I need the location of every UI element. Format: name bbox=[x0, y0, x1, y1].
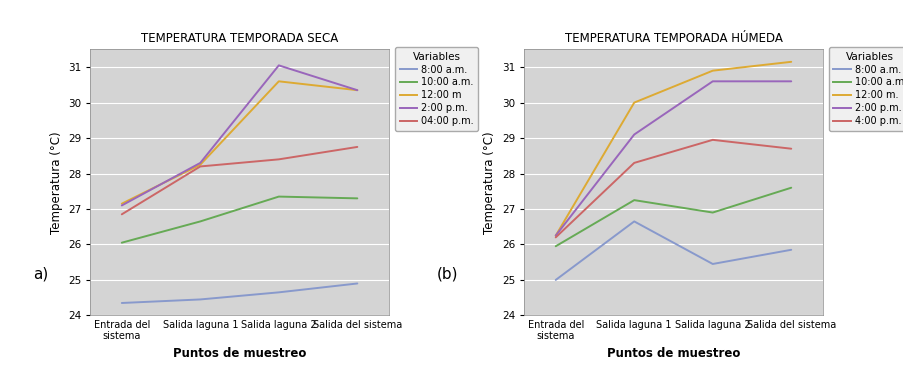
Text: (b): (b) bbox=[436, 266, 458, 281]
Text: a): a) bbox=[33, 266, 48, 281]
Y-axis label: Temperatura (°C): Temperatura (°C) bbox=[483, 131, 496, 234]
Legend: 8:00 a.m., 10:00 a.m., 12:00 m., 2:00 p.m., 4:00 p.m.: 8:00 a.m., 10:00 a.m., 12:00 m., 2:00 p.… bbox=[828, 47, 903, 131]
X-axis label: Puntos de muestreo: Puntos de muestreo bbox=[172, 347, 306, 360]
X-axis label: Puntos de muestreo: Puntos de muestreo bbox=[606, 347, 740, 360]
Title: TEMPERATURA TEMPORADA HÚMEDA: TEMPERATURA TEMPORADA HÚMEDA bbox=[563, 32, 782, 46]
Y-axis label: Temperatura (°C): Temperatura (°C) bbox=[50, 131, 62, 234]
Legend: 8:00 a.m., 10:00 a.m., 12:00 m, 2:00 p.m., 04:00 p.m.: 8:00 a.m., 10:00 a.m., 12:00 m, 2:00 p.m… bbox=[395, 47, 478, 131]
Title: TEMPERATURA TEMPORADA SECA: TEMPERATURA TEMPORADA SECA bbox=[141, 32, 338, 46]
